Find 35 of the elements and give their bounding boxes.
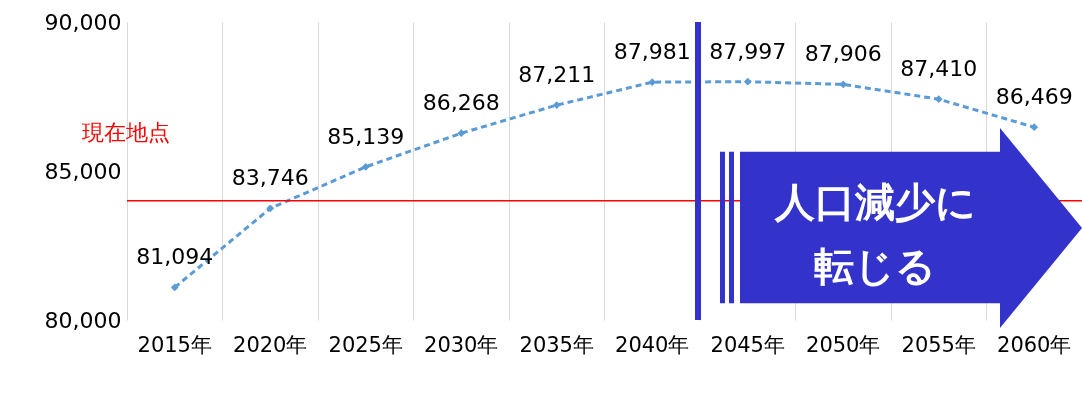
x-tick-label: 2040年	[615, 332, 690, 357]
x-tick-label: 2060年	[997, 332, 1072, 357]
x-tick-label: 2045年	[710, 332, 785, 357]
x-tick-label: 2035年	[519, 332, 594, 357]
point	[170, 283, 179, 292]
point	[552, 101, 561, 109]
point	[648, 78, 657, 87]
data-label: 86,268	[422, 90, 500, 116]
point	[266, 204, 275, 213]
point	[839, 80, 848, 89]
y-tick-label: 90,000	[44, 9, 122, 35]
x-tick-label: 2025年	[328, 332, 403, 357]
point	[934, 95, 943, 104]
point	[457, 129, 466, 138]
x-tick-label: 2030年	[424, 332, 499, 357]
x-tick-label: 2020年	[233, 332, 308, 357]
data-label: 83,746	[231, 165, 309, 191]
x-tick-label: 2055年	[901, 332, 976, 357]
x-tick-label: 2050年	[806, 332, 881, 357]
point	[361, 162, 370, 171]
x-tick-label: 2015年	[137, 332, 212, 357]
data-label: 87,997	[709, 38, 787, 64]
annotation: 人口減少に転じる	[773, 178, 977, 291]
data-label: 85,139	[327, 123, 405, 149]
data-label: 86,469	[995, 84, 1073, 110]
data-label: 81,094	[136, 244, 214, 270]
data-label: 87,410	[900, 56, 978, 82]
y-tick-label: 85,000	[44, 158, 122, 184]
data-label: 87,981	[613, 39, 691, 65]
data-label: 87,906	[804, 41, 882, 67]
point	[743, 77, 752, 86]
y-tick-label: 80,000	[44, 307, 122, 333]
point	[1030, 123, 1039, 132]
ref-line-label: 現在地点	[82, 119, 170, 145]
data-label: 87,211	[518, 62, 596, 88]
